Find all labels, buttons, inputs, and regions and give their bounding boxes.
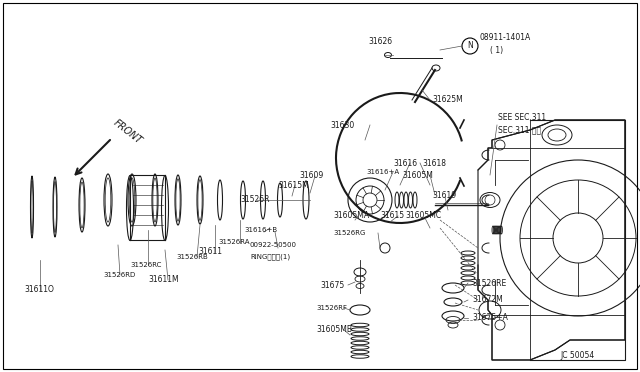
- Text: 31618: 31618: [422, 158, 446, 167]
- Text: 31675+A: 31675+A: [472, 314, 508, 323]
- Text: 00922-50500: 00922-50500: [250, 242, 297, 248]
- Text: 31615M: 31615M: [278, 180, 308, 189]
- Text: 31625M: 31625M: [432, 96, 463, 105]
- Text: 31615: 31615: [380, 212, 404, 221]
- Text: 31611M: 31611M: [148, 276, 179, 285]
- Text: 31611O: 31611O: [24, 285, 54, 295]
- Text: 31616: 31616: [393, 158, 417, 167]
- Text: 31609: 31609: [299, 170, 323, 180]
- Text: SEC.311 参照: SEC.311 参照: [498, 125, 541, 135]
- Text: 31630: 31630: [330, 121, 355, 129]
- Text: 31616+A: 31616+A: [366, 169, 399, 175]
- Text: RINGリング(1): RINGリング(1): [250, 254, 290, 260]
- Text: JC 50054: JC 50054: [560, 350, 595, 359]
- Polygon shape: [478, 120, 625, 360]
- Text: 31626: 31626: [368, 38, 392, 46]
- Text: 31616+B: 31616+B: [244, 227, 277, 233]
- Text: 31605M: 31605M: [402, 170, 433, 180]
- Text: 31526RE: 31526RE: [472, 279, 506, 288]
- Text: 31611: 31611: [198, 247, 222, 257]
- Text: 31605MA: 31605MA: [333, 212, 369, 221]
- Text: 31526RB: 31526RB: [176, 254, 208, 260]
- Text: 31605MC: 31605MC: [405, 212, 441, 221]
- Text: 31526R: 31526R: [240, 196, 269, 205]
- Text: 31526RD: 31526RD: [103, 272, 135, 278]
- Text: 08911-1401A: 08911-1401A: [480, 33, 531, 42]
- Text: 31526RA: 31526RA: [218, 239, 250, 245]
- Text: ( 1): ( 1): [490, 45, 503, 55]
- Text: 31526RG: 31526RG: [333, 230, 365, 236]
- Text: SEE SEC.311: SEE SEC.311: [498, 113, 546, 122]
- Text: 31526RF: 31526RF: [316, 305, 347, 311]
- Text: FRONT: FRONT: [112, 118, 145, 146]
- Text: N: N: [467, 42, 473, 51]
- Text: 31672M: 31672M: [472, 295, 503, 305]
- Text: 31526RC: 31526RC: [130, 262, 161, 268]
- Text: 31619: 31619: [432, 192, 456, 201]
- Text: 31605MB: 31605MB: [316, 326, 352, 334]
- Text: 31675: 31675: [320, 280, 344, 289]
